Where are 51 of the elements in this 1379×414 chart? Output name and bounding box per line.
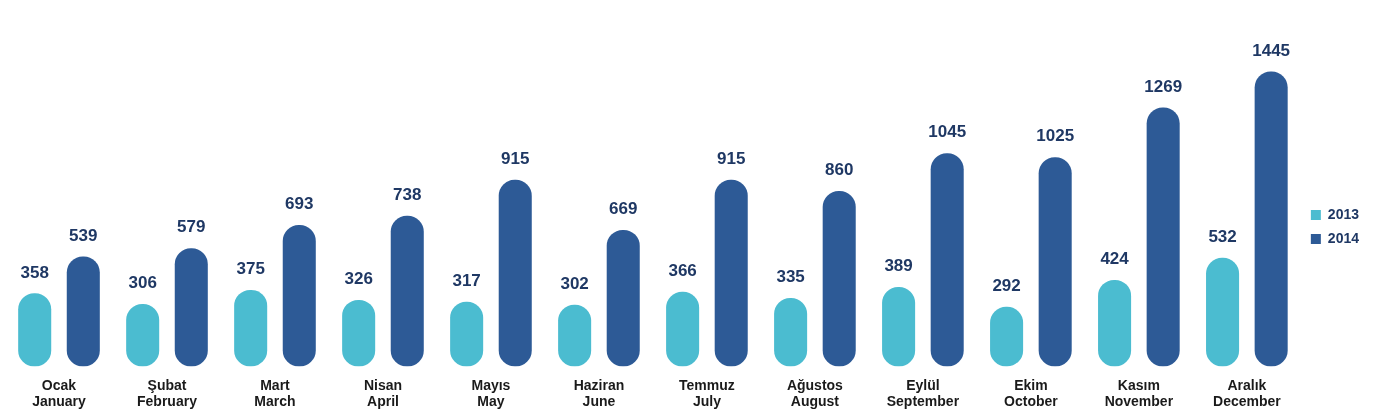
bar — [174, 248, 208, 367]
data-label: 860 — [825, 160, 854, 180]
x-tick-label: Aralık December — [1213, 376, 1282, 410]
bar — [1038, 157, 1072, 367]
x-tick-label: Haziran June — [573, 376, 625, 410]
bar — [282, 225, 316, 367]
bar — [606, 229, 640, 367]
bar — [1146, 107, 1180, 367]
data-label: 532 — [1208, 227, 1237, 247]
x-tick-label: Mayıs May — [471, 376, 511, 410]
data-label: 326 — [344, 269, 373, 289]
data-label: 424 — [1100, 249, 1130, 269]
bar — [822, 190, 856, 367]
bar — [714, 179, 748, 367]
x-tick-label: Mart March — [254, 376, 296, 410]
x-tick-label: Temmuz July — [679, 376, 735, 410]
data-label: 375 — [236, 259, 265, 279]
data-label: 389 — [884, 256, 913, 276]
data-label: 693 — [285, 194, 314, 214]
bar — [1206, 257, 1240, 367]
bar — [498, 179, 532, 367]
data-label: 1045 — [928, 122, 967, 142]
x-tick-label: Ocak January — [32, 376, 87, 410]
x-tick-label: Kasım November — [1104, 376, 1174, 410]
data-label: 335 — [776, 267, 805, 287]
data-label: 302 — [560, 273, 589, 293]
x-tick-label: Ekim October — [1004, 376, 1059, 410]
data-label: 366 — [668, 260, 697, 280]
data-label: 306 — [128, 273, 157, 293]
data-label: 738 — [393, 185, 422, 205]
legend-label: 2014 — [1327, 229, 1360, 246]
data-label: 317 — [452, 270, 481, 290]
x-tick-label: Eylül September — [886, 376, 960, 410]
data-label: 539 — [69, 225, 98, 245]
data-label: 579 — [177, 217, 206, 237]
data-label: 915 — [501, 148, 530, 168]
data-label: 1269 — [1144, 76, 1183, 96]
bar — [66, 256, 100, 367]
x-tick-label: Ağustos August — [786, 376, 844, 410]
bar — [930, 153, 964, 367]
data-label: 1445 — [1252, 40, 1291, 60]
x-tick-label: Şubat February — [137, 376, 198, 410]
data-label: 358 — [20, 262, 49, 282]
bar — [1254, 71, 1288, 367]
data-label: 1025 — [1036, 126, 1075, 146]
data-label: 292 — [992, 276, 1021, 296]
legend-label: 2013 — [1327, 205, 1360, 222]
data-label: 669 — [609, 199, 638, 219]
bar — [390, 215, 424, 367]
data-label: 915 — [717, 148, 746, 168]
x-tick-label: Nisan April — [363, 376, 403, 410]
